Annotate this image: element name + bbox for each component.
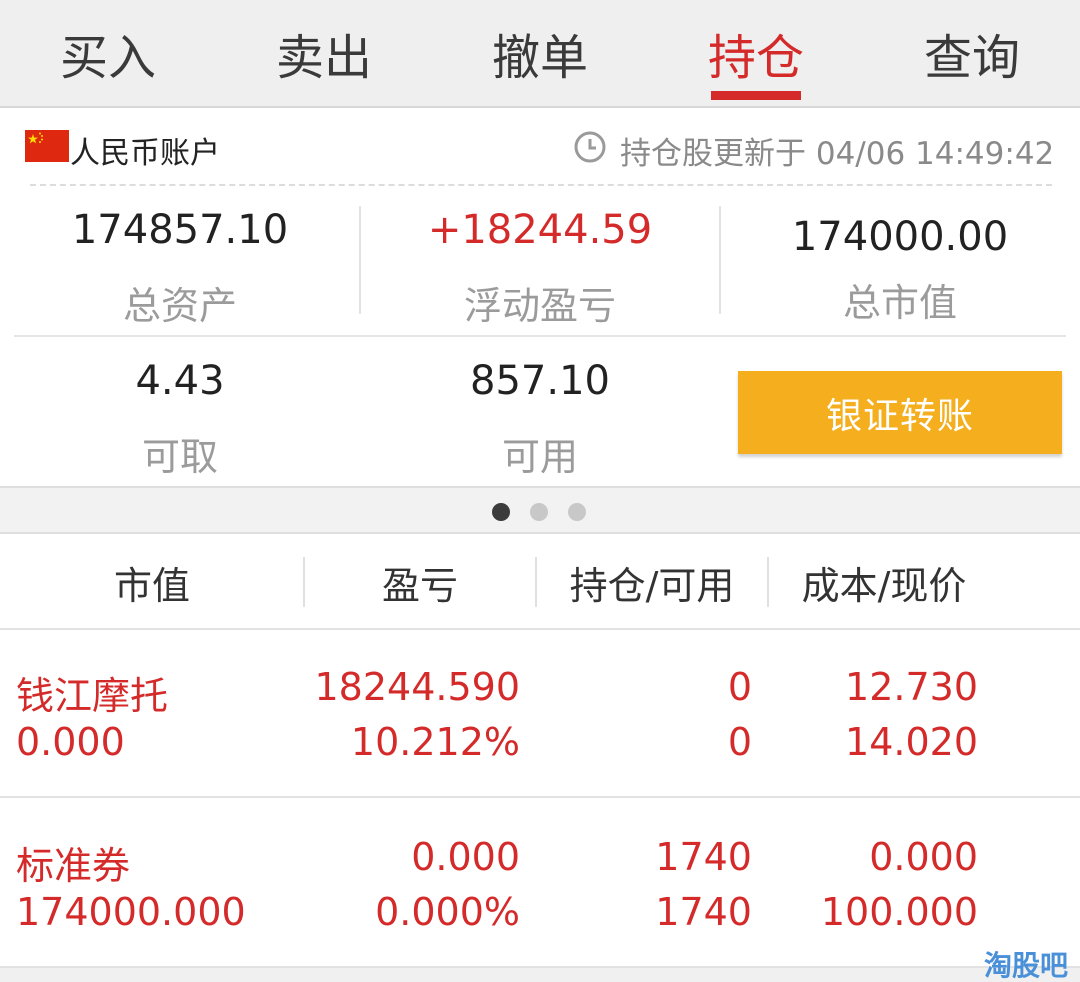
tab-positions-label: 持仓 <box>707 30 804 86</box>
stock-available: 0 <box>727 720 752 764</box>
page-dot-3[interactable] <box>568 503 586 521</box>
tab-query-label: 查询 <box>923 30 1020 86</box>
stock-pl-percent: 10.212% <box>350 720 520 764</box>
stock-market-value: 0.000 <box>16 720 125 764</box>
stock-price: 100.000 <box>820 890 978 934</box>
stock-name: 钱江摩托 <box>16 674 169 718</box>
watermark-logo: 淘股吧 <box>983 949 1068 982</box>
bottom-band <box>0 968 1080 982</box>
col-header-market-value[interactable]: 市值 <box>113 563 190 608</box>
header-divider <box>535 557 537 607</box>
summary-divider <box>719 206 721 314</box>
total-assets-block: 174857.10 总资产 <box>0 207 360 330</box>
tab-buy-label: 买入 <box>59 30 156 86</box>
header-divider <box>767 557 769 607</box>
col-header-cost-price[interactable]: 成本/现价 <box>801 563 967 608</box>
clock-icon <box>573 130 607 164</box>
floating-pl-value: +18244.59 <box>427 207 653 253</box>
stock-market-value: 174000.000 <box>16 890 246 934</box>
available-label: 可用 <box>501 435 578 479</box>
col-header-position-available[interactable]: 持仓/可用 <box>569 563 735 608</box>
stock-position: 1740 <box>655 835 752 879</box>
floating-pl-block: +18244.59 浮动盈亏 <box>360 207 720 330</box>
bank-securities-transfer-button[interactable]: 银证转账 <box>738 371 1062 454</box>
dashed-divider <box>30 184 1052 186</box>
tab-sell[interactable]: 卖出 <box>216 0 432 106</box>
stock-pl: 18244.590 <box>314 665 521 709</box>
stock-cost: 12.730 <box>845 665 978 709</box>
page-indicator <box>0 486 1080 534</box>
header-divider <box>303 557 305 607</box>
available-block: 857.10 可用 <box>360 358 720 481</box>
withdrawable-block: 4.43 可取 <box>0 358 360 481</box>
china-flag-icon <box>25 130 69 162</box>
total-assets-label: 总资产 <box>122 284 237 328</box>
floating-pl-label: 浮动盈亏 <box>463 284 616 328</box>
stock-price: 14.020 <box>845 720 978 764</box>
withdrawable-value: 4.43 <box>135 358 225 404</box>
stock-cost: 0.000 <box>869 835 978 879</box>
market-value-value: 174000.00 <box>791 214 1009 260</box>
trade-tab-bar: 买入 卖出 撤单 持仓 查询 <box>0 0 1080 108</box>
page-dot-1[interactable] <box>492 503 510 521</box>
positions-table-header: 市值 盈亏 持仓/可用 成本/现价 <box>0 534 1080 630</box>
col-header-pl[interactable]: 盈亏 <box>381 563 458 608</box>
summary-divider <box>359 206 361 314</box>
withdrawable-label: 可取 <box>141 435 218 479</box>
stock-position: 0 <box>727 665 752 709</box>
stock-pl-percent: 0.000% <box>375 890 520 934</box>
stock-pl: 0.000 <box>411 835 520 879</box>
tab-cancel-label: 撤单 <box>491 30 588 86</box>
account-header: 人民币账户 持仓股更新于 04/06 14:49:42 <box>0 108 1080 188</box>
stock-name: 标准券 <box>16 844 131 888</box>
market-value-block: 174000.00 总市值 <box>720 214 1080 327</box>
position-update-time: 持仓股更新于 04/06 14:49:42 <box>620 136 1055 172</box>
summary-row-divider <box>14 335 1066 337</box>
tab-cancel-order[interactable]: 撤单 <box>432 0 648 106</box>
active-tab-indicator <box>711 91 801 100</box>
stock-available: 1740 <box>655 890 752 934</box>
page-dot-2[interactable] <box>530 503 548 521</box>
market-value-label: 总市值 <box>842 281 957 325</box>
tab-buy[interactable]: 买入 <box>0 0 216 106</box>
tab-query[interactable]: 查询 <box>864 0 1080 106</box>
total-assets-value: 174857.10 <box>71 207 289 253</box>
tab-positions[interactable]: 持仓 <box>648 0 864 106</box>
account-name: 人民币账户 <box>70 136 220 171</box>
tab-sell-label: 卖出 <box>275 30 372 86</box>
table-row[interactable]: 钱江摩托 0.000 18244.590 10.212% 0 0 12.730 … <box>0 630 1080 798</box>
available-value: 857.10 <box>470 358 610 404</box>
table-row[interactable]: 标准券 174000.000 0.000 0.000% 1740 1740 0.… <box>0 800 1080 968</box>
